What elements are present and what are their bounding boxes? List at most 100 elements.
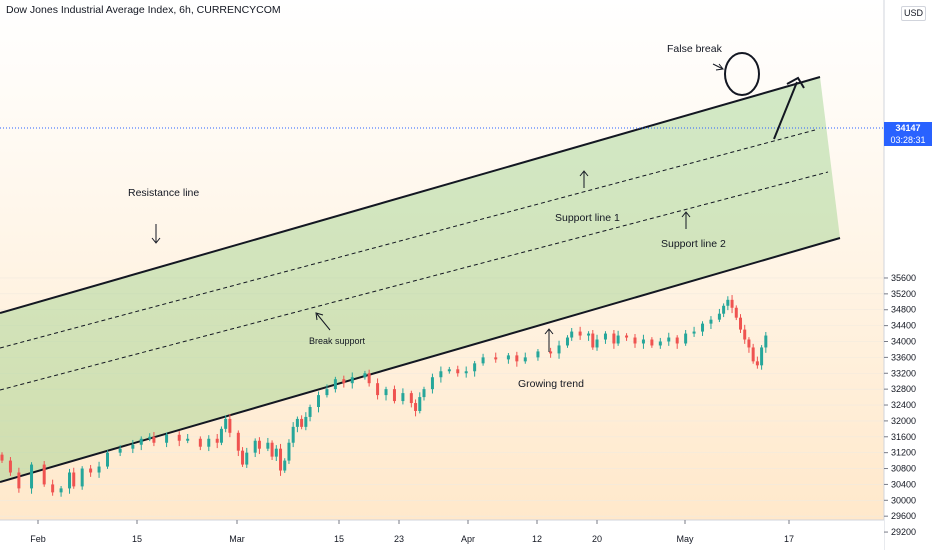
candles xyxy=(0,295,768,497)
candle-body xyxy=(523,357,527,362)
candle-body xyxy=(764,335,768,348)
candle-body xyxy=(384,389,388,396)
candle-body xyxy=(536,351,540,358)
price-axis-bg xyxy=(884,0,932,550)
time-tick-label: Feb xyxy=(30,534,46,544)
time-tick-label: 12 xyxy=(532,534,542,544)
support1-arrow-head xyxy=(579,170,589,177)
candle-body xyxy=(148,436,152,439)
candle-body xyxy=(730,299,734,308)
break-support-arrow-head xyxy=(315,312,324,321)
candle-body xyxy=(709,319,713,324)
price-axis[interactable]: 29200 29600 30000 30400 30800 31200 31600 32000… xyxy=(883,0,932,550)
candle-body xyxy=(376,383,380,396)
break-support-label: Break support xyxy=(309,336,366,346)
candle-body xyxy=(401,393,405,402)
candle-body xyxy=(658,341,662,346)
growing-trend-label: Growing trend xyxy=(518,378,584,390)
support1-label: Support line 1 xyxy=(555,212,620,224)
candle-body xyxy=(333,379,337,390)
candle-body xyxy=(270,442,274,457)
candle-body xyxy=(0,454,4,461)
candle-body xyxy=(414,403,418,411)
price-tick-label: 32000 xyxy=(891,416,916,426)
candle-body xyxy=(241,450,245,465)
candle-body xyxy=(473,363,477,372)
currency-button[interactable]: USD xyxy=(901,6,927,21)
resistance-label: Resistance line xyxy=(128,187,199,199)
price-tick-label: 34400 xyxy=(891,321,916,331)
support-line-1 xyxy=(0,129,816,349)
candle-body xyxy=(207,438,211,447)
time-axis[interactable]: Feb 15 Mar 15 23 Apr 12 20 May 17 xyxy=(0,519,884,550)
time-tick-label: 23 xyxy=(394,534,404,544)
candle-body xyxy=(603,333,607,340)
candle-body xyxy=(747,339,751,348)
candle-body xyxy=(350,377,354,384)
candle-body xyxy=(447,369,451,372)
candle-body xyxy=(8,460,12,473)
candle-body xyxy=(283,460,287,471)
candle-body xyxy=(266,442,270,449)
price-tick-label: 32400 xyxy=(891,400,916,410)
candle-body xyxy=(177,434,181,441)
candle-body xyxy=(751,347,755,362)
candle-body xyxy=(279,448,283,471)
price-tick-label: 34800 xyxy=(891,305,916,315)
candle-body xyxy=(557,345,561,354)
candle-body xyxy=(304,416,308,427)
candle-body xyxy=(439,371,443,378)
candle-body xyxy=(692,331,696,334)
candle-body xyxy=(616,335,620,344)
time-tick-label: Mar xyxy=(229,534,245,544)
false-break-label: False break xyxy=(667,43,723,55)
candle-body xyxy=(131,444,135,449)
candle-body xyxy=(325,389,329,396)
candle-body xyxy=(295,418,299,427)
candle-body xyxy=(667,337,671,342)
candle-body xyxy=(760,347,764,366)
candle-body xyxy=(72,472,76,487)
candle-body xyxy=(565,337,569,346)
chart-title: Dow Jones Industrial Average Index, 6h, … xyxy=(6,4,281,16)
candle-body xyxy=(549,351,553,354)
candle-body xyxy=(515,355,519,362)
time-tick-label: 17 xyxy=(784,534,794,544)
candle-body xyxy=(506,355,510,360)
last-price-badge: 34147 xyxy=(884,122,932,134)
candle-body xyxy=(675,337,679,344)
candle-body xyxy=(367,373,371,384)
candle-body xyxy=(743,329,747,340)
candle-body xyxy=(30,464,34,489)
price-tick-label: 35600 xyxy=(891,273,916,283)
candle-body xyxy=(106,452,109,467)
false-break-pointer xyxy=(712,63,724,70)
candle-body xyxy=(236,432,240,451)
price-tick-label: 34000 xyxy=(891,337,916,347)
candle-body xyxy=(422,389,426,398)
candle-body xyxy=(418,397,422,411)
candle-body xyxy=(253,440,257,453)
candle-body xyxy=(633,337,637,344)
candle-body xyxy=(308,407,312,417)
candle-body xyxy=(430,377,434,390)
candle-body xyxy=(152,436,156,443)
candle-body xyxy=(274,448,278,457)
price-tick-label: 32800 xyxy=(891,384,916,394)
support2-arrow-head xyxy=(681,211,691,218)
price-tick-label: 33200 xyxy=(891,368,916,378)
support2-label: Support line 2 xyxy=(661,238,726,250)
projection-arrowhead xyxy=(786,76,805,89)
candle-body xyxy=(701,323,705,332)
candle-body xyxy=(317,395,320,408)
price-tick-label: 31600 xyxy=(891,432,916,442)
time-tick-label: May xyxy=(676,534,694,544)
candle-body xyxy=(42,464,46,485)
candle-body xyxy=(257,440,261,449)
candle-body xyxy=(51,484,55,493)
candle-body xyxy=(80,468,84,487)
candle-body xyxy=(641,339,645,344)
candle-body xyxy=(17,472,21,489)
